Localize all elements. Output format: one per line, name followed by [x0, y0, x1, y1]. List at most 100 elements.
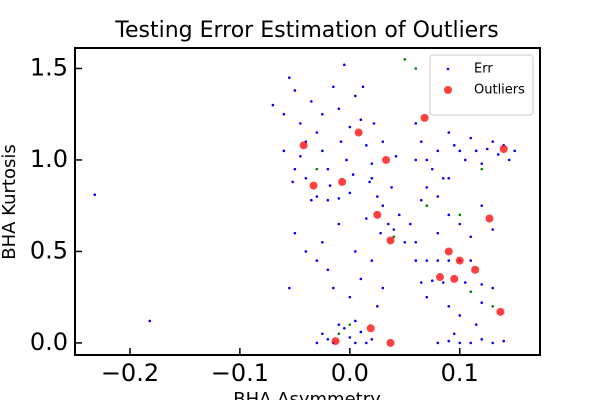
point — [354, 94, 357, 98]
point — [370, 162, 374, 165]
point — [469, 290, 473, 293]
point — [441, 176, 445, 180]
point — [372, 122, 376, 125]
point — [304, 176, 308, 180]
point — [480, 283, 484, 286]
point — [338, 177, 347, 186]
point — [315, 131, 319, 134]
point — [414, 122, 418, 125]
y-tick-label: 1.0 — [30, 145, 68, 173]
point — [480, 167, 484, 171]
point — [414, 67, 418, 70]
y-tick-label: 0.5 — [30, 236, 68, 264]
point — [282, 149, 286, 153]
point — [480, 162, 484, 165]
point — [321, 332, 324, 336]
point — [288, 286, 291, 290]
legend-marker — [444, 86, 452, 94]
point — [366, 324, 375, 333]
point — [419, 281, 423, 284]
point — [376, 195, 379, 198]
point — [339, 140, 343, 143]
x-tick-label: 0.1 — [441, 359, 479, 387]
point — [436, 259, 440, 262]
point — [513, 149, 517, 153]
point — [354, 341, 357, 345]
point — [373, 210, 382, 219]
point — [348, 125, 352, 129]
point — [293, 231, 297, 235]
point — [425, 186, 429, 189]
point — [469, 136, 473, 140]
point — [447, 131, 451, 134]
y-axis-label: BHA Kurtosis — [0, 144, 20, 259]
point — [480, 337, 484, 341]
point — [381, 204, 385, 208]
point — [452, 144, 456, 147]
point — [491, 286, 495, 290]
point — [392, 228, 396, 231]
point — [291, 180, 294, 184]
chart-title: Testing Error Estimation of Outliers — [114, 18, 498, 43]
point — [368, 180, 371, 184]
point — [491, 228, 495, 231]
point — [414, 259, 418, 262]
x-tick-label: 0.0 — [331, 359, 369, 387]
legend-label: Outliers — [474, 83, 525, 98]
point — [469, 341, 473, 345]
point — [496, 153, 500, 156]
point — [463, 158, 467, 162]
point — [299, 122, 302, 125]
point — [491, 140, 495, 143]
point — [321, 240, 324, 244]
point — [321, 112, 324, 116]
point — [480, 204, 484, 208]
point — [365, 144, 368, 147]
plot-frame — [74, 47, 541, 356]
y-tick-label: 0.0 — [30, 328, 68, 356]
point — [425, 259, 429, 262]
point — [390, 186, 393, 189]
point — [436, 231, 440, 235]
point — [425, 204, 429, 208]
point — [499, 144, 508, 153]
point — [491, 305, 495, 308]
point — [351, 173, 355, 176]
point — [471, 265, 480, 274]
point — [386, 338, 395, 347]
point — [474, 323, 478, 326]
point — [370, 176, 374, 180]
point — [282, 112, 286, 116]
point — [444, 247, 453, 256]
point — [469, 259, 473, 262]
point — [485, 147, 489, 151]
point — [430, 279, 434, 283]
point — [425, 295, 429, 299]
point — [310, 100, 313, 103]
point — [485, 214, 494, 223]
point — [452, 332, 456, 336]
point — [425, 158, 429, 162]
legend-marker — [446, 67, 450, 71]
point — [354, 128, 363, 137]
point — [370, 337, 374, 341]
point — [299, 141, 308, 150]
point — [474, 149, 478, 153]
point — [441, 281, 445, 284]
point — [458, 213, 462, 217]
point — [458, 222, 462, 226]
point — [386, 236, 395, 245]
point — [365, 341, 368, 345]
point — [315, 167, 319, 171]
point — [463, 281, 467, 284]
point — [337, 197, 341, 200]
point — [359, 330, 363, 334]
point — [458, 314, 462, 317]
legend-label: Err — [474, 62, 493, 77]
point — [414, 158, 418, 162]
point — [345, 158, 348, 162]
point — [309, 181, 318, 190]
point — [288, 76, 291, 79]
point — [326, 337, 330, 341]
